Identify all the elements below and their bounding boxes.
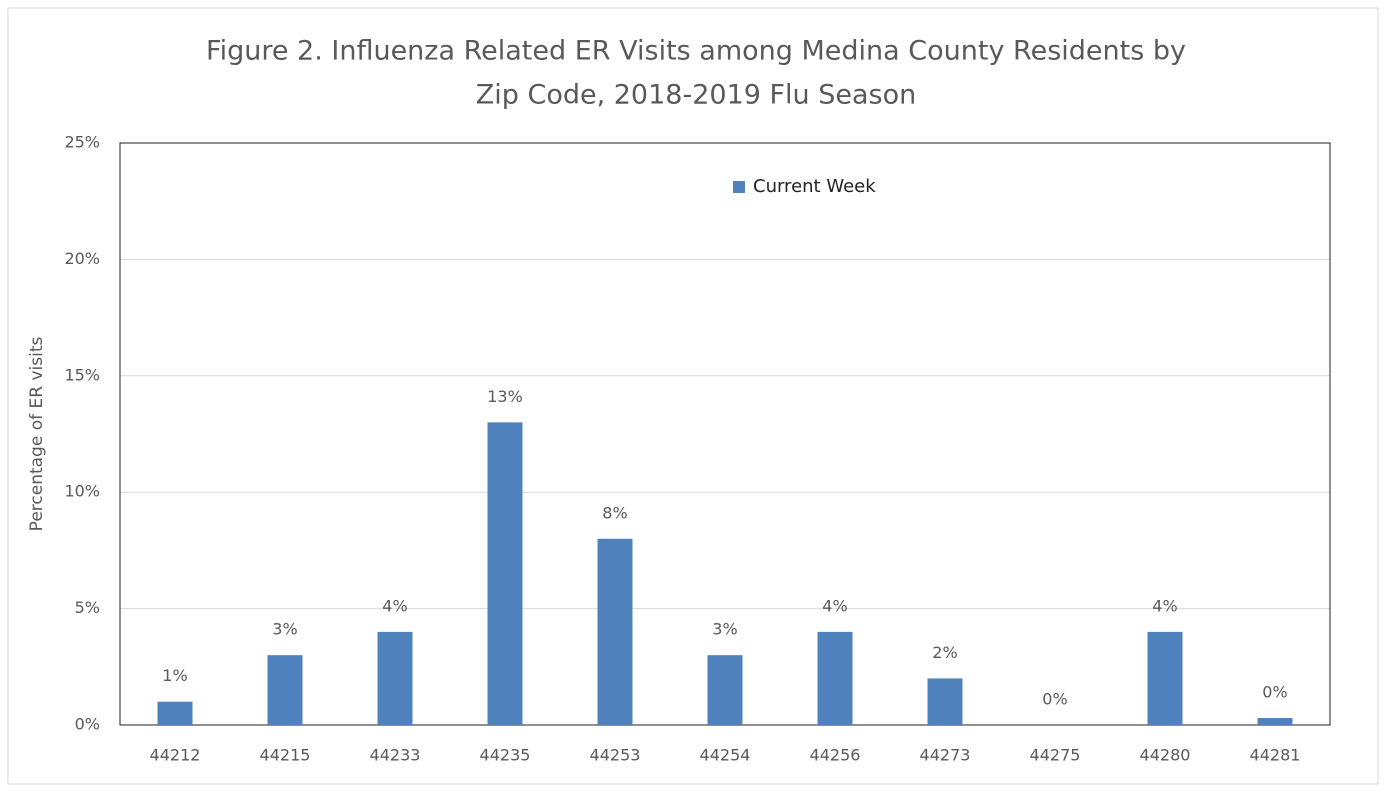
value-label: 4% bbox=[822, 596, 847, 615]
legend-swatch bbox=[733, 181, 745, 193]
x-tick-label: 44273 bbox=[920, 746, 971, 765]
bar bbox=[267, 655, 303, 725]
value-label: 4% bbox=[382, 596, 407, 615]
value-label: 8% bbox=[602, 503, 627, 522]
y-axis-title: Percentage of ER visits bbox=[27, 337, 47, 532]
x-tick-label: 44256 bbox=[810, 746, 861, 765]
y-tick-label: 20% bbox=[64, 249, 100, 268]
chart-title: Zip Code, 2018-2019 Flu Season bbox=[476, 80, 916, 111]
chart-title: Figure 2. Influenza Related ER Visits am… bbox=[206, 36, 1186, 67]
value-label: 13% bbox=[487, 387, 523, 406]
y-tick-label: 15% bbox=[64, 365, 100, 384]
x-tick-label: 44280 bbox=[1140, 746, 1191, 765]
bar bbox=[487, 422, 523, 725]
legend-label: Current Week bbox=[753, 176, 876, 197]
bar bbox=[597, 538, 633, 725]
bar bbox=[1147, 631, 1183, 725]
x-tick-label: 44212 bbox=[150, 746, 201, 765]
value-label: 0% bbox=[1262, 683, 1287, 702]
value-label: 4% bbox=[1152, 596, 1177, 615]
value-label: 0% bbox=[1042, 690, 1067, 709]
y-tick-label: 25% bbox=[64, 133, 100, 152]
x-tick-label: 44253 bbox=[590, 746, 641, 765]
value-label: 3% bbox=[712, 620, 737, 639]
bar bbox=[157, 701, 193, 725]
x-tick-label: 44281 bbox=[1250, 746, 1301, 765]
x-tick-label: 44275 bbox=[1030, 746, 1081, 765]
value-label: 2% bbox=[932, 643, 957, 662]
y-tick-label: 5% bbox=[75, 598, 100, 617]
x-tick-label: 44235 bbox=[480, 746, 531, 765]
y-tick-label: 0% bbox=[75, 715, 100, 734]
x-tick-label: 44254 bbox=[700, 746, 751, 765]
y-tick-label: 10% bbox=[64, 482, 100, 501]
bar bbox=[927, 678, 963, 725]
bar bbox=[1257, 718, 1293, 725]
value-label: 3% bbox=[272, 620, 297, 639]
bar bbox=[817, 631, 853, 725]
bar bbox=[707, 655, 743, 725]
x-tick-label: 44215 bbox=[260, 746, 311, 765]
x-tick-label: 44233 bbox=[370, 746, 421, 765]
value-label: 1% bbox=[162, 666, 187, 685]
bar bbox=[377, 631, 413, 725]
